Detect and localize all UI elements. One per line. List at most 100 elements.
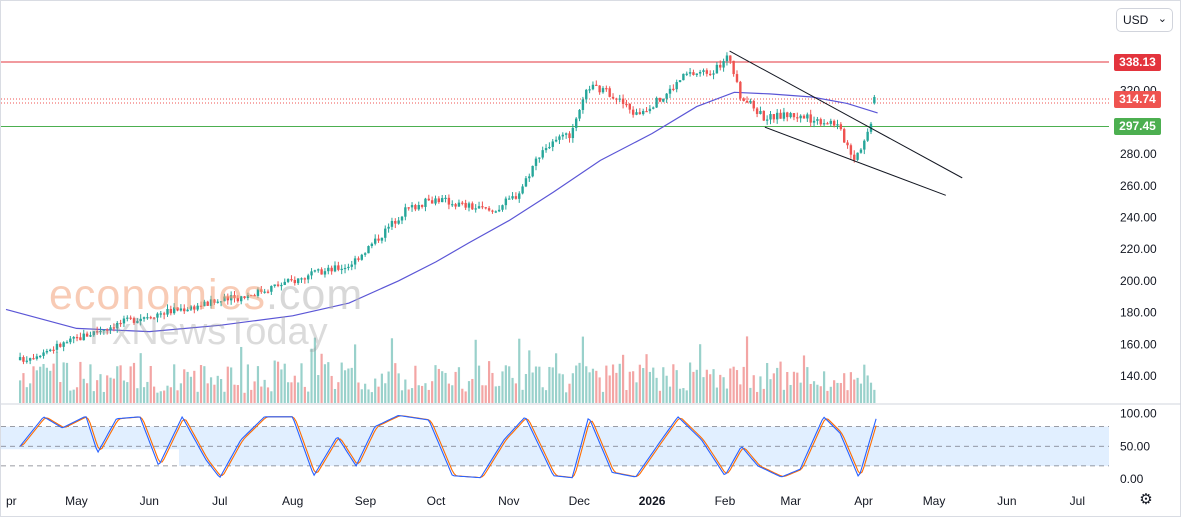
volume-bar [394,363,397,403]
candle-body [534,158,538,166]
volume-bar [869,382,873,403]
volume-bar [668,386,672,403]
candle-body [635,112,638,115]
chevron-down-icon: ⌄ [1157,13,1167,25]
candle-body [561,134,564,137]
volume-bar [725,388,729,403]
stochastic-lines [19,415,877,479]
candle-body [189,306,193,310]
candle-body [276,284,280,286]
candle-body [199,305,203,307]
volume-bar [695,369,698,403]
candle-body [578,109,581,119]
volume-bar [243,392,246,403]
time-tick-label: Jun [997,494,1016,508]
candle-body [169,308,173,314]
candle-body [360,254,363,260]
volume-bar [203,366,206,403]
volume-bars [18,336,876,403]
volume-bar [487,361,491,403]
volume-bar [417,385,420,403]
candle-body [437,198,441,203]
candle-body [283,281,286,285]
candle-body [82,333,85,341]
volume-bar [575,365,578,403]
candle-body [320,269,323,275]
candle-body [444,197,447,200]
volume-bar [226,366,229,403]
volume-bar [169,387,172,403]
candle-body [129,317,132,319]
volume-bar [343,370,347,403]
volume-bar [802,355,806,403]
volume-bar [598,377,601,403]
volume-bar [400,390,404,403]
candle-body [695,73,698,75]
stoch-tick-label: 100.00 [1120,407,1157,421]
candle-body [126,317,129,319]
volume-bar [712,369,715,403]
volume-bar [85,383,89,403]
volume-bar [786,372,789,403]
volume-bar [809,383,812,403]
candle-body [775,112,779,120]
volume-bar [688,362,692,403]
candle-body [481,206,484,208]
candle-body [273,284,276,287]
volume-bar [360,389,363,403]
volume-bar [859,383,863,403]
gear-icon[interactable]: ⚙ [1139,491,1153,508]
volume-bar [735,370,739,403]
volume-bar [464,391,467,403]
candle-body [477,206,481,209]
candle-body [193,306,196,310]
volume-bar [632,371,635,403]
candle-body [196,305,199,310]
candle-body [474,208,477,210]
candle-body [832,120,836,126]
volume-bar [410,388,414,403]
volume-bar [541,387,544,403]
volume-bar [534,366,538,403]
volume-bar [313,337,316,403]
volume-bar [568,383,571,403]
candle-body [581,99,585,110]
candle-body [497,209,501,212]
volume-bar [186,371,189,403]
volume-bar [508,366,511,403]
volume-bar [370,392,373,403]
volume-bar [729,368,732,403]
volume-bar [407,389,410,403]
candle-body [380,237,384,241]
candle-body [467,203,471,208]
candle-body [293,279,296,284]
candle-body [454,204,457,207]
candle-body [652,107,655,109]
volume-bar [126,382,129,403]
volume-bar [293,375,296,403]
currency-selector[interactable]: USD ⌄ [1116,8,1173,32]
volume-bar [776,367,779,403]
candle-body [779,112,782,119]
volume-bar [799,382,802,403]
volume-bar [256,366,260,403]
volume-bar [32,366,35,403]
volume-bar [213,384,216,403]
candle-body [313,270,317,272]
trendlines [729,50,963,196]
price-tick-label: 220.00 [1120,242,1157,256]
candle-body [732,60,735,75]
volume-bar [585,366,588,403]
candle-body [404,207,407,217]
volume-bar [702,377,705,403]
volume-bar [166,385,169,403]
candle-body [484,207,487,209]
candle-body [595,84,598,86]
volume-bar [280,369,283,403]
watermark-fxnewstoday: FxNewsToday [89,311,328,353]
candle-body [306,275,310,280]
candle-body [662,98,665,102]
candle-body [394,220,397,224]
candle-body [705,70,709,74]
